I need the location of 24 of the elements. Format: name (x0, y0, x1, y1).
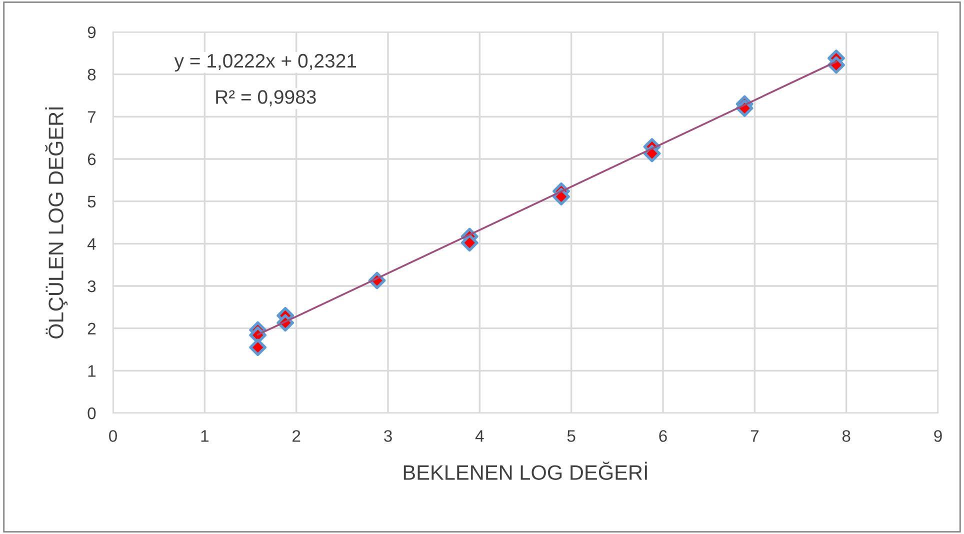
y-tick-label: 2 (88, 322, 96, 334)
y-tick-label: 5 (88, 196, 96, 208)
x-tick-label: 9 (934, 430, 942, 442)
x-tick-label: 2 (292, 430, 300, 442)
y-axis-title: ÖLÇÜLEN LOG DEĞERİ (45, 107, 68, 338)
annotation: R² = 0,9983 (216, 90, 316, 106)
y-tick-label: 4 (87, 238, 96, 250)
x-tick-label: 7 (750, 430, 758, 442)
y-tick-label: 1 (88, 365, 96, 377)
x-tick-label: 1 (201, 430, 208, 442)
x-tick-label: 8 (842, 430, 850, 442)
y-tick-label: 0 (88, 407, 96, 420)
annotation: y = 1,0222x + 0,2321 (174, 54, 356, 72)
y-tick-label: 3 (88, 280, 96, 292)
x-tick-label: 4 (475, 430, 484, 442)
y-tick-label: 7 (88, 111, 96, 123)
y-tick-label: 8 (88, 68, 96, 81)
y-tick-label: 6 (88, 153, 96, 166)
x-tick-label: 6 (659, 430, 667, 442)
x-tick-label: 5 (567, 430, 576, 442)
x-tick-label: 0 (109, 430, 117, 442)
x-axis-title: BEKLENEN LOG DEĞERİ (404, 462, 647, 480)
x-tick-label: 3 (384, 430, 392, 442)
y-tick-label: 9 (88, 26, 96, 38)
